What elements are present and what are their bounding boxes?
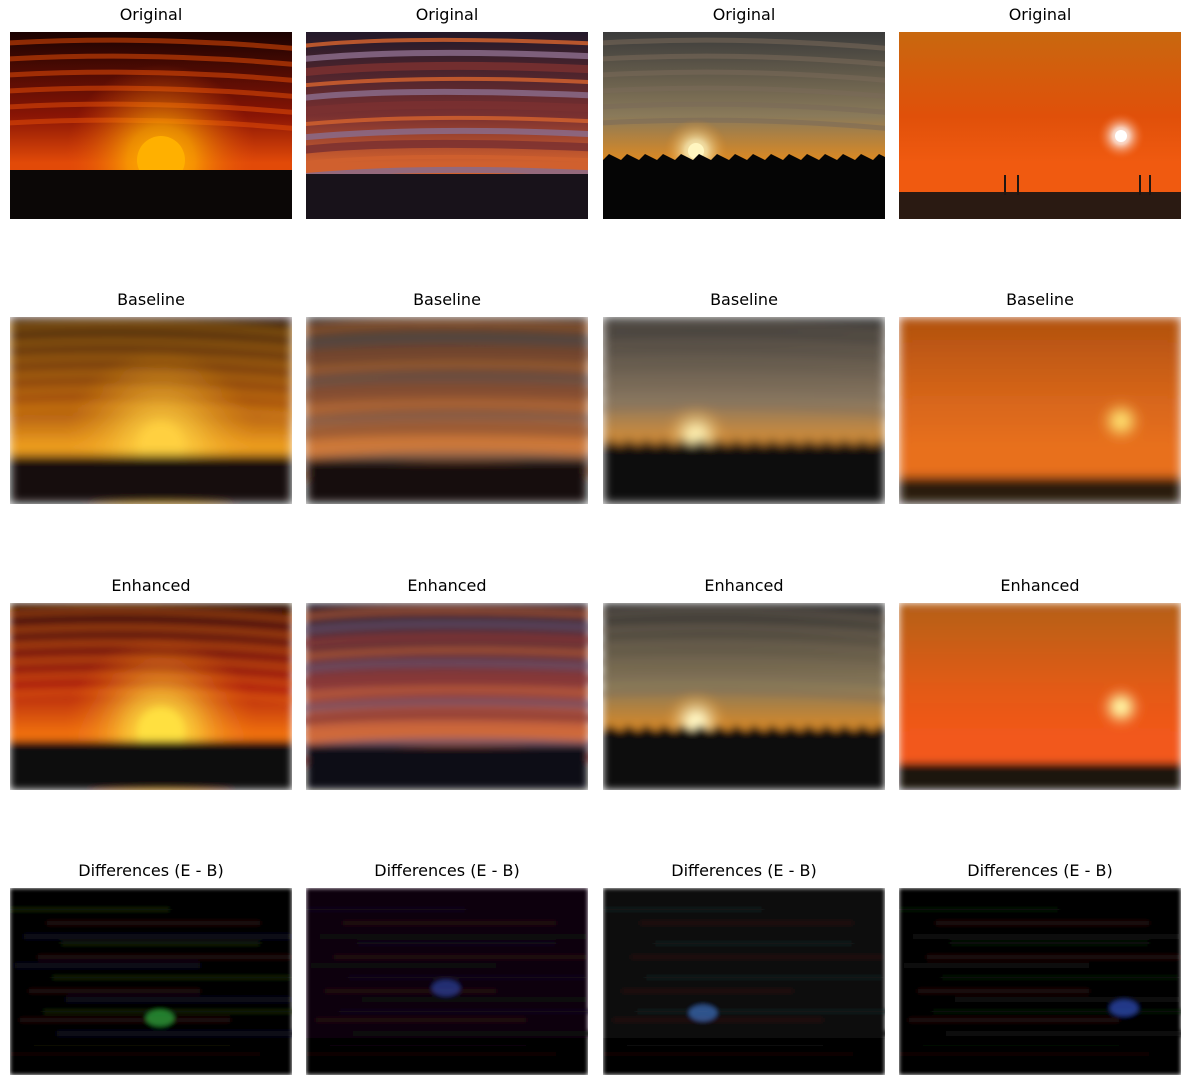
panel-title: Differences (E - B) [603, 860, 885, 882]
panel-title: Enhanced [899, 575, 1181, 597]
image-render [10, 32, 292, 219]
image-render [603, 32, 885, 219]
panel-title: Baseline [306, 289, 588, 311]
panel-title: Enhanced [306, 575, 588, 597]
image-render [603, 603, 885, 790]
panel-title: Differences (E - B) [306, 860, 588, 882]
sunset-image-diff-map-2 [306, 888, 588, 1075]
panel-title: Differences (E - B) [10, 860, 292, 882]
image-render [10, 317, 292, 504]
image-render [899, 888, 1181, 1075]
image-render [899, 32, 1181, 219]
image-render [10, 888, 292, 1075]
sunset-image-smooth-sunset [10, 603, 292, 790]
image-render [899, 317, 1181, 504]
panel-title: Original [306, 4, 588, 26]
sunset-image-blurred-clouds [306, 317, 588, 504]
sunset-image-diff-map-1 [10, 888, 292, 1075]
panel-title: Enhanced [603, 575, 885, 597]
sunset-image-smooth-sun-low [603, 603, 885, 790]
sunset-image-smooth-clouds [306, 603, 588, 790]
sunset-image-blurred-orange-sky [899, 317, 1181, 504]
panel-title: Original [899, 4, 1181, 26]
panel-title: Original [10, 4, 292, 26]
panel-title: Differences (E - B) [899, 860, 1181, 882]
panel-title: Original [603, 4, 885, 26]
image-render [603, 888, 885, 1075]
sunset-image-blurred-sunset [10, 317, 292, 504]
sunset-image-diff-map-3 [603, 888, 885, 1075]
image-render [899, 603, 1181, 790]
sunset-image-orange-sky-small-sun [899, 32, 1181, 219]
sunset-image-blurred-sun-low [603, 317, 885, 504]
panel-title: Baseline [603, 289, 885, 311]
image-render [603, 317, 885, 504]
sunset-image-sun-over-treeline [603, 32, 885, 219]
sunset-image-smooth-orange-sky [899, 603, 1181, 790]
image-render [306, 888, 588, 1075]
sunset-image-sun-setting-on-horizon [10, 32, 292, 219]
sunset-image-streaked-clouds [306, 32, 588, 219]
image-render [10, 603, 292, 790]
image-render [306, 317, 588, 504]
sunset-image-diff-map-4 [899, 888, 1181, 1075]
image-render [306, 603, 588, 790]
panel-title: Baseline [899, 289, 1181, 311]
image-render [306, 32, 588, 219]
panel-title: Enhanced [10, 575, 292, 597]
panel-title: Baseline [10, 289, 292, 311]
